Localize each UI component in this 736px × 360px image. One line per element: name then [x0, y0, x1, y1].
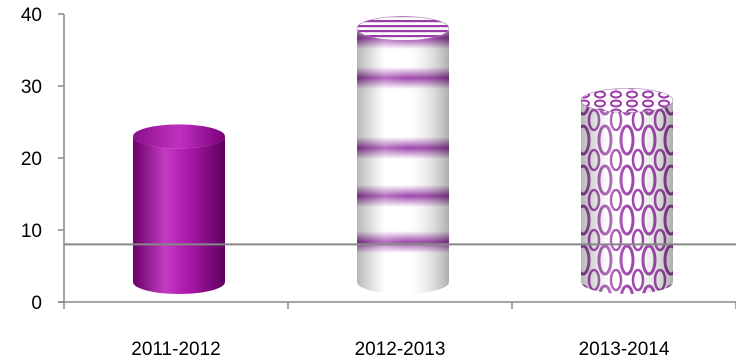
- x-tick-label: 2012-2013: [355, 339, 446, 360]
- x-tick-label: 2011-2012: [131, 339, 220, 360]
- y-tick-label: 10: [21, 221, 42, 242]
- bar-cap: [580, 88, 674, 113]
- y-tick-label: 0: [31, 293, 42, 314]
- y-tick-label: 40: [21, 5, 42, 26]
- y-tick-label: 20: [21, 149, 42, 170]
- axes: [58, 13, 736, 309]
- bar-2012-2013: [356, 16, 450, 295]
- bar-body: [133, 136, 225, 294]
- x-tick-label: 2013-2014: [579, 339, 670, 360]
- bar-2011-2012: [133, 124, 225, 294]
- labels: 0 10 20 30 40 2011-2012 2012-2013 2013-2014: [21, 5, 670, 360]
- bars: [133, 16, 674, 295]
- y-tick-label: 30: [21, 77, 42, 98]
- bar-2013-2014: [580, 88, 674, 295]
- bar-cap: [356, 16, 450, 41]
- bar-cap: [133, 124, 225, 149]
